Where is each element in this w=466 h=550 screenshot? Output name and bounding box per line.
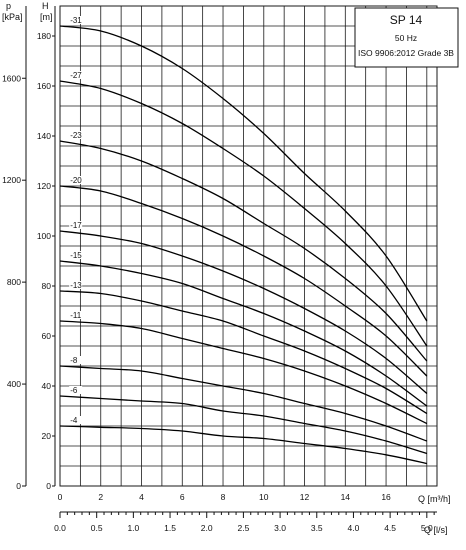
q-tick-label: 14: [341, 492, 351, 502]
curve-label-background: [69, 251, 83, 259]
pump-curve-line: [59, 25, 428, 322]
curve-label-background: [69, 281, 83, 289]
p-axis-unit: [kPa]: [2, 12, 23, 22]
curve-label: -6: [70, 386, 78, 395]
q-tick-label: 2: [98, 492, 103, 502]
q-ls-tick-label: 2.0: [201, 523, 213, 533]
h-tick-label: 40: [42, 381, 52, 391]
h-tick-label: 80: [42, 281, 52, 291]
q-tick-label: 8: [221, 492, 226, 502]
pump-curve-line: [59, 140, 428, 362]
p-tick-label: 1200: [2, 175, 21, 185]
q-ls-tick-label: 4.0: [348, 523, 360, 533]
title-box: SP 14 50 Hz ISO 9906:2012 Grade 3B: [354, 7, 459, 68]
p-tick-label: 800: [7, 277, 21, 287]
q-ls-tick-label: 3.0: [274, 523, 286, 533]
q-ls-tick-label: 1.0: [127, 523, 139, 533]
curve-label-background: [69, 71, 83, 79]
q-axis-label: Q [m³/h]: [418, 494, 451, 504]
pump-curve-line: [59, 320, 428, 425]
curve-label-background: [69, 386, 83, 394]
p-tick-label: 400: [7, 379, 21, 389]
title-model: SP 14: [390, 13, 423, 27]
curve-label-background: [69, 356, 83, 364]
pump-curve-line: [59, 80, 428, 347]
curve-label: -8: [70, 356, 78, 365]
curve-label-background: [69, 221, 83, 229]
h-axis-unit: [m]: [40, 12, 53, 22]
h-tick-label: 100: [37, 231, 51, 241]
h-tick-label: 140: [37, 131, 51, 141]
pump-curve-line: [59, 185, 428, 377]
q-tick-label: 0: [58, 492, 63, 502]
pump-curve-line: [59, 395, 427, 455]
q-ls-tick-label: 0.0: [54, 523, 66, 533]
curve-label: -15: [70, 251, 82, 260]
curve-label: -23: [70, 131, 82, 140]
h-tick-label: 60: [42, 331, 52, 341]
p-tick-label: 1600: [2, 73, 21, 83]
q-ls-tick-label: 2.5: [237, 523, 249, 533]
curves: -31 -27 -23 -20 -17 -15 -13 -11 -8 -6 -4: [59, 16, 428, 465]
q-tick-label: 10: [259, 492, 269, 502]
curve-label: -11: [70, 311, 82, 320]
q-ls-axis-label: Q [l/s]: [424, 525, 448, 535]
pump-curve-line: [59, 230, 428, 394]
curve-label: -31: [70, 16, 82, 25]
h-axis-symbol: H: [42, 1, 49, 11]
p-tick-label: 0: [16, 481, 21, 491]
q-ls-tick-label: 5.0: [421, 523, 433, 533]
q-tick-label: 12: [300, 492, 310, 502]
q-tick-label: 4: [139, 492, 144, 502]
q-ls-tick-label: 4.5: [384, 523, 396, 533]
q-tick-label: 6: [180, 492, 185, 502]
curve-label: -13: [70, 281, 82, 290]
p-axis-symbol: p: [6, 1, 11, 11]
curve-label-background: [69, 416, 83, 424]
curve-label: -17: [70, 221, 82, 230]
axes: p [kPa] H [m] Q [m³/h] Q [l/s] 020406080…: [2, 1, 451, 535]
curve-label: -27: [70, 71, 82, 80]
curve-label-background: [69, 311, 83, 319]
q-ls-tick-label: 3.5: [311, 523, 323, 533]
curve-label-background: [69, 16, 83, 24]
curve-label: -20: [70, 176, 82, 185]
h-tick-label: 20: [42, 431, 52, 441]
pump-curve-line: [59, 260, 428, 407]
title-standard: ISO 9906:2012 Grade 3B: [358, 48, 454, 58]
curve-label-background: [69, 176, 83, 184]
h-tick-label: 160: [37, 81, 51, 91]
title-box-frame: [354, 7, 459, 68]
q-tick-label: 16: [381, 492, 391, 502]
curve-label-background: [69, 131, 83, 139]
grid: [59, 5, 438, 487]
pump-curve-line: [59, 425, 427, 465]
curve-label: -4: [70, 416, 78, 425]
pump-curve-line: [59, 290, 428, 415]
pump-curve-line: [59, 365, 428, 442]
q-ls-tick-label: 1.5: [164, 523, 176, 533]
h-tick-label: 0: [46, 481, 51, 491]
q-ls-tick-label: 0.5: [91, 523, 103, 533]
h-tick-label: 120: [37, 181, 51, 191]
h-tick-label: 180: [37, 31, 51, 41]
title-frequency: 50 Hz: [395, 33, 417, 43]
